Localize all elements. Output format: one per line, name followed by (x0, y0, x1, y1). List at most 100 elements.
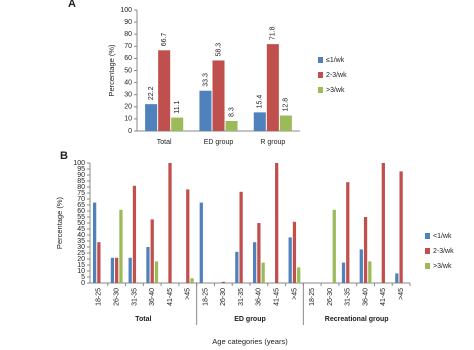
bar (225, 120, 238, 131)
y-axis-title: Percentage (%) (55, 196, 64, 249)
bar (146, 247, 150, 283)
bar (132, 185, 137, 283)
y-tick-label: 20 (77, 256, 85, 263)
y-tick-label: 25 (77, 250, 85, 257)
y-tick-label: 0 (128, 128, 132, 135)
bar (154, 261, 159, 283)
legend-swatch (318, 57, 323, 63)
x-tick-label: 18-25 (96, 288, 103, 306)
legend-swatch (318, 72, 323, 78)
bar (158, 50, 171, 131)
y-tick-label: 30 (124, 92, 132, 99)
x-tick-label: ED group (204, 139, 234, 146)
y-tick-label: 75 (77, 190, 85, 197)
x-tick-label: 31-35 (238, 288, 245, 306)
value-label: 12.8 (283, 98, 290, 112)
bar (292, 221, 297, 283)
legend-label: 2-3/wk (326, 72, 347, 79)
bar (257, 223, 261, 283)
panel-label: B (60, 150, 68, 162)
x-tick-label: 18-25 (309, 288, 316, 306)
bar (279, 115, 292, 131)
bar (145, 104, 158, 131)
bar (110, 257, 115, 283)
bar (212, 60, 225, 131)
y-tick-label: 40 (77, 232, 85, 239)
bar (332, 209, 336, 283)
bar (221, 281, 225, 283)
x-tick-label: 41-45 (274, 288, 281, 306)
x-tick-label: >45 (398, 288, 405, 300)
bar (341, 262, 346, 283)
bar (399, 171, 403, 283)
y-axis-title: Percentage (%) (107, 44, 116, 97)
x-tick-label: >45 (291, 288, 298, 300)
value-label: 22.2 (148, 86, 155, 100)
bar (288, 237, 292, 283)
bar (119, 209, 123, 283)
y-tick-label: 10 (124, 116, 132, 123)
y-tick-label: 85 (77, 178, 85, 185)
bar (253, 112, 266, 131)
y-tick-label: 80 (124, 31, 132, 38)
value-label: 15.4 (257, 95, 264, 109)
legend-label: >3/wk (433, 263, 452, 270)
y-tick-label: 50 (77, 220, 85, 227)
bar (186, 189, 190, 283)
x-tick-label: Total (157, 139, 172, 146)
legend-label: 2-3/wk (433, 248, 454, 255)
y-tick-label: 60 (77, 208, 85, 215)
group-label: Total (135, 316, 151, 323)
bar (199, 202, 203, 283)
y-tick-label: 5 (81, 274, 85, 281)
y-tick-label: 30 (77, 244, 85, 251)
x-tick-label: 41-45 (167, 288, 174, 306)
bar (171, 117, 184, 131)
bar (261, 262, 265, 283)
value-label: 11.1 (174, 100, 181, 113)
bar (190, 278, 194, 283)
y-tick-label: 90 (77, 172, 85, 179)
value-label: 58.3 (215, 43, 222, 57)
y-tick-label: 50 (124, 67, 132, 74)
y-tick-label: 90 (124, 19, 132, 26)
value-label: 33.3 (202, 73, 209, 87)
x-tick-label: 26-30 (114, 288, 121, 306)
bar (150, 219, 154, 283)
bar (395, 273, 399, 283)
legend-swatch (425, 248, 430, 254)
value-label: 66.7 (161, 33, 168, 47)
y-tick-label: 10 (77, 268, 85, 275)
x-tick-label: 36-40 (149, 288, 156, 306)
bar (381, 163, 385, 283)
y-tick-label: 20 (124, 104, 132, 111)
legend-swatch (318, 87, 323, 93)
x-tick-label: 26-30 (220, 288, 227, 306)
group-label: ED group (234, 316, 266, 323)
y-tick-label: 80 (77, 184, 85, 191)
legend-swatch (425, 233, 430, 239)
x-tick-label: >45 (185, 288, 192, 300)
y-tick-label: 55 (77, 214, 85, 221)
y-tick-label: 100 (120, 7, 132, 14)
bar (359, 249, 363, 283)
bar (266, 44, 279, 131)
legend-label: >3/wk (326, 87, 345, 94)
bar (168, 163, 172, 283)
bar (97, 242, 101, 283)
legend-swatch (425, 263, 430, 269)
panel-label: A (68, 0, 76, 10)
y-tick-label: 45 (77, 226, 85, 233)
bar (115, 257, 119, 283)
y-tick-label: 95 (77, 166, 85, 173)
x-tick-label: 26-30 (327, 288, 334, 306)
legend-label: ≤1/wk (326, 57, 345, 64)
x-tick-label: 18-25 (202, 288, 209, 306)
bar (128, 257, 132, 283)
x-tick-label: 41-45 (380, 288, 387, 306)
x-axis-title: Age categories (years) (212, 337, 288, 346)
y-tick-label: 40 (124, 79, 132, 86)
y-tick-label: 15 (77, 262, 85, 269)
x-tick-label: 31-35 (345, 288, 352, 306)
